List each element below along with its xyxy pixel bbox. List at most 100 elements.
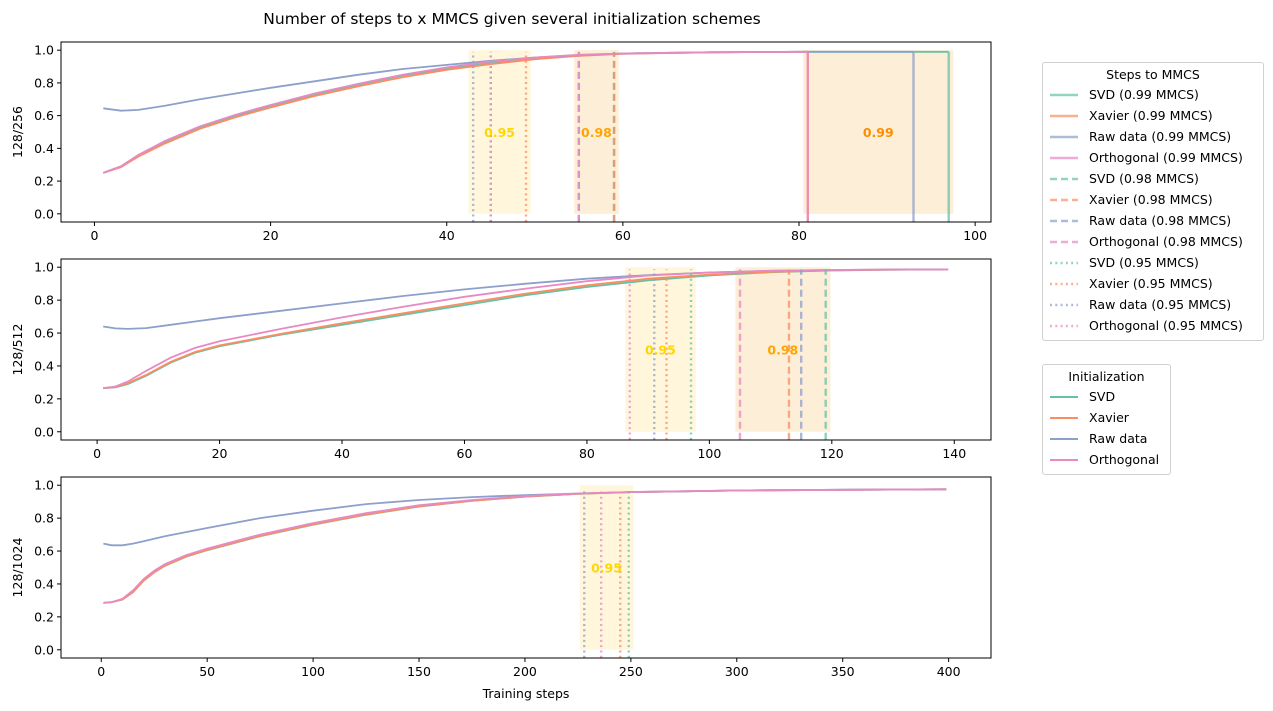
- legend-label: Raw data (0.95 MMCS): [1089, 297, 1232, 312]
- y-axis-label: 128/256: [10, 106, 25, 158]
- x-tick-label: 120: [820, 446, 844, 461]
- threshold-band-0.95: [579, 485, 634, 650]
- y-tick-label: 0.2: [34, 609, 54, 624]
- y-tick-label: 1.0: [34, 43, 54, 58]
- chart-title: Number of steps to x MMCS given several …: [263, 10, 760, 28]
- series-line-xavier: [103, 488, 947, 604]
- x-tick-label: 400: [937, 664, 961, 679]
- y-tick-label: 0.6: [34, 326, 54, 341]
- x-tick-label: 60: [615, 228, 631, 243]
- legend-swatch: [1050, 261, 1078, 264]
- series-line-svd: [103, 488, 947, 604]
- panel-128-1024: 0.95 0 50 100 150 200 250 300 350 400 0.0 0.2 0.4 0.6…: [10, 476, 992, 679]
- legend-swatch: [1050, 219, 1078, 222]
- series-line-orthogonal: [102, 50, 808, 174]
- x-tick-label: 100: [301, 664, 325, 679]
- legend-swatch: [1050, 198, 1078, 201]
- x-tick-label: 50: [199, 664, 215, 679]
- legend-label: SVD (0.95 MMCS): [1089, 255, 1199, 270]
- legend-label: Xavier: [1089, 410, 1129, 425]
- legend-swatch: [1050, 93, 1078, 96]
- x-tick-label: 350: [831, 664, 855, 679]
- x-tick-label: 20: [263, 228, 279, 243]
- legend-swatch: [1050, 437, 1078, 440]
- legend-initialization: Initialization SVD Xavier Raw data Orthogon…: [1042, 364, 1171, 475]
- legend-entry: Orthogonal (0.95 MMCS): [1049, 315, 1257, 336]
- axes-frame: [60, 476, 992, 659]
- legend-label: Orthogonal (0.95 MMCS): [1089, 318, 1243, 333]
- legend-steps-title: Steps to MMCS: [1106, 67, 1200, 82]
- legend-entry: Orthogonal (0.99 MMCS): [1049, 147, 1257, 168]
- legend-label: Raw data (0.98 MMCS): [1089, 213, 1232, 228]
- x-tick-label: 100: [697, 446, 721, 461]
- legend-entry: Xavier (0.95 MMCS): [1049, 273, 1257, 294]
- x-tick-label: 150: [407, 664, 431, 679]
- threshold-label-0.95: 0.95: [484, 125, 515, 140]
- threshold-band-0.98: [735, 267, 831, 432]
- y-tick-label: 0.4: [34, 576, 54, 591]
- legend-swatch: [1050, 395, 1078, 398]
- x-tick-label: 40: [439, 228, 455, 243]
- legend-entry: Xavier (0.99 MMCS): [1049, 105, 1257, 126]
- legend-label: Orthogonal (0.98 MMCS): [1089, 234, 1243, 249]
- legend-label: Raw data: [1089, 431, 1148, 446]
- x-tick-label: 20: [212, 446, 228, 461]
- y-tick-label: 0.2: [34, 174, 54, 189]
- y-tick-label: 0.0: [34, 206, 54, 221]
- legend-swatch: [1050, 240, 1078, 243]
- x-axis-label: Training steps: [482, 686, 570, 701]
- threshold-label-0.95: 0.95: [591, 561, 622, 576]
- legend-swatch: [1050, 416, 1078, 419]
- x-tick-label: 100: [963, 228, 987, 243]
- legend-entry: Raw data: [1049, 428, 1164, 449]
- legend-init-title: Initialization: [1068, 369, 1145, 384]
- x-tick-label: 200: [513, 664, 537, 679]
- legend-entry: Xavier: [1049, 407, 1164, 428]
- threshold-label-0.95: 0.95: [645, 343, 676, 358]
- legend-swatch: [1050, 177, 1078, 180]
- y-tick-label: 0.8: [34, 293, 54, 308]
- threshold-band-0.99: [803, 50, 954, 214]
- legend-label: Xavier (0.98 MMCS): [1089, 192, 1213, 207]
- x-tick-label: 60: [457, 446, 473, 461]
- threshold-band-0.98: [574, 50, 619, 214]
- legend-entry: Orthogonal: [1049, 449, 1164, 470]
- legend-label: Raw data (0.99 MMCS): [1089, 129, 1232, 144]
- legend-steps-to-mmcs: Steps to MMCS SVD (0.99 MMCS) Xavier (0.9…: [1042, 62, 1264, 341]
- legend-entry: SVD: [1049, 386, 1164, 407]
- legend-entry: Raw data (0.98 MMCS): [1049, 210, 1257, 231]
- legend-label: SVD: [1089, 389, 1116, 404]
- legend-entry: Raw data (0.99 MMCS): [1049, 126, 1257, 147]
- legend-entry: SVD (0.99 MMCS): [1049, 84, 1257, 105]
- y-tick-label: 0.6: [34, 108, 54, 123]
- threshold-label-0.98: 0.98: [767, 343, 798, 358]
- legend-entry: Xavier (0.98 MMCS): [1049, 189, 1257, 210]
- threshold-band-0.95: [468, 50, 531, 214]
- y-tick-label: 1.0: [34, 478, 54, 493]
- legend-label: SVD (0.99 MMCS): [1089, 87, 1199, 102]
- legend-swatch: [1050, 135, 1078, 138]
- legend-entry: SVD (0.95 MMCS): [1049, 252, 1257, 273]
- legend-swatch: [1050, 303, 1078, 306]
- x-tick-label: 250: [619, 664, 643, 679]
- x-tick-label: 80: [579, 446, 595, 461]
- x-tick-label: 0: [93, 446, 101, 461]
- threshold-label-0.99: 0.99: [863, 125, 894, 140]
- legend-swatch: [1050, 458, 1078, 461]
- y-tick-label: 0.4: [34, 358, 54, 373]
- legend-label: Xavier (0.99 MMCS): [1089, 108, 1213, 123]
- legend-label: Xavier (0.95 MMCS): [1089, 276, 1213, 291]
- y-tick-label: 0.4: [34, 141, 54, 156]
- y-tick-label: 0.2: [34, 391, 54, 406]
- y-tick-label: 0.0: [34, 424, 54, 439]
- axes-frame: [60, 41, 992, 223]
- threshold-label-0.98: 0.98: [581, 125, 612, 140]
- panel-128-512: 0.95 0.98 0 20 40 60 80 100 120 140 0.0 0.2 0.4 0.6 0.…: [10, 258, 992, 461]
- x-tick-label: 40: [334, 446, 350, 461]
- y-tick-label: 1.0: [34, 260, 54, 275]
- x-tick-label: 300: [725, 664, 749, 679]
- x-tick-label: 0: [97, 664, 105, 679]
- legend-swatch: [1050, 282, 1078, 285]
- x-tick-label: 80: [791, 228, 807, 243]
